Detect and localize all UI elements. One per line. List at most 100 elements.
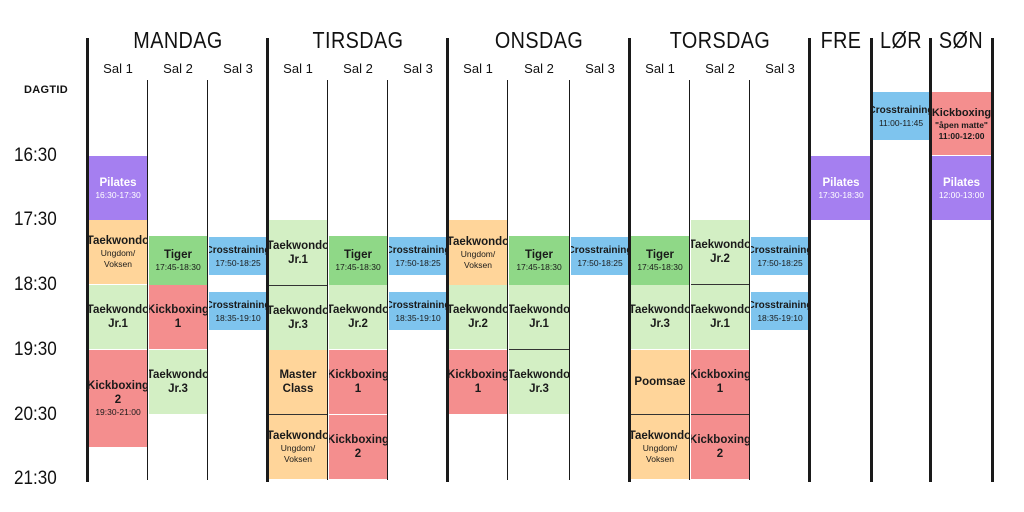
event-taekwondo-ungdom-voksen[interactable]: Taekwondo Ungdom/ Voksen bbox=[269, 415, 327, 479]
event-taekwondo-jr1[interactable]: Taekwondo Jr.1 bbox=[89, 285, 147, 349]
event-name: Crosstraining bbox=[571, 244, 629, 256]
event-sub: Ungdom/ Voksen bbox=[642, 443, 678, 464]
event-taekwondo-ungdom-voksen[interactable]: Taekwondo Ungdom/ Voksen bbox=[631, 415, 689, 479]
event-poomsae[interactable]: Poomsae bbox=[631, 350, 689, 414]
event-pilates[interactable]: Pilates 16:30-17:30 bbox=[89, 156, 147, 220]
time-label: 17:30 bbox=[14, 209, 57, 230]
event-crosstraining[interactable]: Crosstraining 17:50-18:25 bbox=[751, 237, 809, 275]
event-name: Poomsae bbox=[634, 376, 686, 388]
event-taekwondo-jr2[interactable]: Taekwondo Jr.2 bbox=[691, 220, 749, 284]
slot-divider bbox=[631, 414, 689, 415]
event-crosstraining[interactable]: Crosstraining 17:50-18:25 bbox=[389, 237, 447, 275]
event-master-class[interactable]: Master Class bbox=[269, 350, 327, 414]
event-taekwondo-jr1[interactable]: Taekwondo Jr.1 bbox=[509, 285, 569, 349]
event-crosstraining[interactable]: Crosstraining 11:00-11:45 bbox=[873, 92, 929, 140]
event-kickboxing-2[interactable]: Kickboxing 2 bbox=[329, 415, 387, 479]
event-sub: "åpen matte" bbox=[935, 119, 988, 130]
day-header-saturday: LØR bbox=[880, 27, 922, 53]
hall-header: Sal 3 bbox=[765, 61, 795, 76]
time-label: 19:30 bbox=[14, 339, 57, 360]
event-kickboxing-2[interactable]: Kickboxing 2 bbox=[691, 415, 749, 479]
event-name: Taekwondo Jr.1 bbox=[509, 304, 569, 330]
event-time: 17:50-18:25 bbox=[577, 257, 623, 268]
event-name: Crosstraining bbox=[751, 244, 809, 256]
event-tiger[interactable]: Tiger 17:45-18:30 bbox=[509, 236, 569, 285]
event-taekwondo-jr1[interactable]: Taekwondo Jr.1 bbox=[691, 285, 749, 349]
day-header-tuesday: TIRSDAG bbox=[312, 27, 404, 53]
event-name: Taekwondo Jr.3 bbox=[631, 304, 689, 330]
event-crosstraining[interactable]: Crosstraining 17:50-18:25 bbox=[571, 237, 629, 275]
event-kickboxing-open-mat[interactable]: Kickboxing "åpen matte" 11:00-12:00 bbox=[932, 92, 991, 155]
day-header-monday: MANDAG bbox=[133, 27, 223, 53]
event-name: Tiger bbox=[646, 249, 674, 261]
event-tiger[interactable]: Tiger 17:45-18:30 bbox=[149, 236, 207, 285]
event-taekwondo-jr3[interactable]: Taekwondo Jr.3 bbox=[269, 286, 327, 350]
event-sub: Ungdom/ Voksen bbox=[460, 248, 496, 270]
slot-divider bbox=[691, 284, 749, 285]
event-name: Taekwondo Jr.1 bbox=[269, 239, 327, 266]
hall-divider bbox=[147, 80, 148, 480]
time-label: 20:30 bbox=[14, 404, 57, 425]
event-name: Pilates bbox=[942, 176, 981, 189]
event-name: Crosstraining bbox=[209, 299, 267, 311]
event-crosstraining[interactable]: Crosstraining 18:35-19:10 bbox=[209, 292, 267, 330]
event-tiger[interactable]: Tiger 17:45-18:30 bbox=[631, 236, 689, 285]
event-time: 17:50-18:25 bbox=[215, 257, 261, 268]
event-name: Tiger bbox=[164, 249, 192, 261]
event-pilates[interactable]: Pilates 17:30-18:30 bbox=[811, 156, 871, 220]
event-kickboxing-1[interactable]: Kickboxing 1 bbox=[149, 285, 207, 349]
event-time: 17:45-18:30 bbox=[155, 262, 201, 272]
event-taekwondo-jr3[interactable]: Taekwondo Jr.3 bbox=[509, 350, 569, 414]
hall-divider bbox=[327, 80, 328, 480]
event-name: Pilates bbox=[822, 176, 860, 189]
hall-header: Sal 1 bbox=[283, 61, 313, 76]
hall-header: Sal 3 bbox=[223, 61, 253, 76]
hall-header: Sal 3 bbox=[403, 61, 433, 76]
event-kickboxing-1[interactable]: Kickboxing 1 bbox=[449, 350, 507, 414]
dagtid-label: DAGTID bbox=[24, 84, 68, 96]
event-taekwondo-ungdom-voksen[interactable]: Taekwondo Ungdom/ Voksen bbox=[89, 220, 147, 284]
event-kickboxing-2[interactable]: Kickboxing 2 19:30-21:00 bbox=[89, 350, 147, 447]
event-name: Taekwondo bbox=[269, 430, 327, 442]
event-taekwondo-jr3[interactable]: Taekwondo Jr.3 bbox=[631, 285, 689, 349]
event-name: Taekwondo Jr.3 bbox=[149, 369, 207, 395]
event-sub: Ungdom/ Voksen bbox=[100, 248, 136, 269]
event-crosstraining[interactable]: Crosstraining 18:35-19:10 bbox=[389, 292, 447, 330]
event-kickboxing-1[interactable]: Kickboxing 1 bbox=[691, 350, 749, 414]
slot-divider bbox=[269, 285, 327, 286]
event-name: Kickboxing 1 bbox=[449, 369, 507, 395]
event-pilates[interactable]: Pilates 12:00-13:00 bbox=[932, 156, 991, 220]
time-label: 18:30 bbox=[14, 274, 57, 295]
event-name: Crosstraining bbox=[209, 244, 267, 256]
event-name: Tiger bbox=[344, 249, 372, 261]
day-header-wednesday: ONSDAG bbox=[494, 27, 584, 53]
hall-divider bbox=[689, 80, 690, 480]
event-time: 17:50-18:25 bbox=[395, 257, 441, 268]
event-tiger[interactable]: Tiger 17:45-18:30 bbox=[329, 236, 387, 285]
event-name: Taekwondo Jr.2 bbox=[329, 304, 387, 330]
time-label: 21:30 bbox=[14, 468, 57, 489]
day-header-sunday: SØN bbox=[938, 27, 984, 53]
event-taekwondo-jr3[interactable]: Taekwondo Jr.3 bbox=[149, 350, 207, 414]
event-taekwondo-jr2[interactable]: Taekwondo Jr.2 bbox=[329, 285, 387, 349]
hall-header: Sal 1 bbox=[645, 61, 675, 76]
hall-divider bbox=[507, 80, 508, 480]
event-taekwondo-ungdom-voksen[interactable]: Taekwondo Ungdom/ Voksen bbox=[449, 220, 507, 285]
event-name: Kickboxing 2 bbox=[89, 380, 147, 406]
hall-divider bbox=[569, 80, 570, 480]
event-taekwondo-jr1[interactable]: Taekwondo Jr.1 bbox=[269, 220, 327, 285]
time-label: 16:30 bbox=[14, 145, 57, 166]
hall-divider bbox=[387, 80, 388, 480]
event-kickboxing-1[interactable]: Kickboxing 1 bbox=[329, 350, 387, 414]
event-taekwondo-jr2[interactable]: Taekwondo Jr.2 bbox=[449, 285, 507, 349]
event-time: 16:30-17:30 bbox=[95, 189, 141, 200]
event-name: Taekwondo Jr.2 bbox=[449, 304, 507, 330]
event-time: 17:45-18:30 bbox=[335, 262, 381, 272]
hall-header: Sal 3 bbox=[585, 61, 615, 76]
event-time: 17:50-18:25 bbox=[757, 257, 803, 268]
event-crosstraining[interactable]: Crosstraining 17:50-18:25 bbox=[209, 237, 267, 275]
event-crosstraining[interactable]: Crosstraining 18:35-19:10 bbox=[751, 292, 809, 330]
event-time: 17:45-18:30 bbox=[637, 262, 683, 272]
event-name: Taekwondo bbox=[631, 430, 689, 442]
event-sub: Ungdom/ Voksen bbox=[280, 443, 316, 464]
